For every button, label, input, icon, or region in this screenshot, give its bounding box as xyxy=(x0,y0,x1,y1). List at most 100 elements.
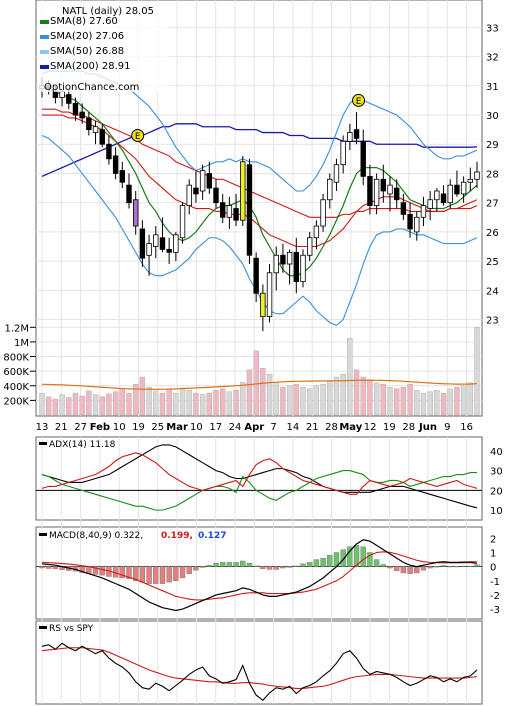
macd-histogram-bar xyxy=(133,566,139,581)
adx-panel-frame xyxy=(35,436,483,521)
price-tick-label: 26 xyxy=(486,228,499,239)
candle-body xyxy=(460,181,467,195)
volume-bar xyxy=(133,384,139,416)
macd-histogram-bar xyxy=(400,566,407,574)
macd-histogram-bar xyxy=(474,564,480,567)
macd-histogram-bar xyxy=(273,566,279,570)
candle-body xyxy=(266,272,273,318)
candle-body xyxy=(467,178,474,183)
volume-bar xyxy=(186,390,192,416)
volume-bar xyxy=(327,381,333,416)
macd-histogram-bar xyxy=(226,562,233,567)
macd-histogram-bar xyxy=(79,566,85,573)
macd-histogram-bar xyxy=(347,546,353,567)
volume-bar xyxy=(199,394,206,416)
x-tick-label: 10 xyxy=(113,422,126,433)
macd-histogram-bar xyxy=(240,560,246,567)
volume-bar xyxy=(159,392,166,416)
candle-body xyxy=(320,199,326,227)
macd-histogram-bar xyxy=(119,566,125,579)
candle-body xyxy=(106,143,112,160)
adx-tick-label: 30 xyxy=(490,467,503,478)
volume-bar xyxy=(460,385,467,416)
x-tick-label: 25 xyxy=(151,422,164,433)
macd-value-blue: 0.127 xyxy=(198,531,226,541)
volume-tick-label: 800K xyxy=(3,353,29,364)
candle-body xyxy=(440,193,447,204)
candle-body xyxy=(347,132,353,142)
macd-histogram-bar xyxy=(300,563,306,567)
candle-body xyxy=(407,213,413,230)
macd-histogram-bar xyxy=(153,566,159,584)
volume-bar xyxy=(52,398,59,416)
macd-histogram-bar xyxy=(327,555,333,567)
candle-body xyxy=(380,178,387,192)
volume-bar xyxy=(414,390,420,416)
macd-histogram-bar xyxy=(213,562,219,567)
volume-bar xyxy=(427,391,433,416)
earnings-marker-label: E xyxy=(356,97,362,107)
candle-body xyxy=(360,140,366,177)
volume-bar xyxy=(347,338,353,416)
volume-bar xyxy=(193,392,199,416)
volume-bar xyxy=(394,388,400,416)
rs-line xyxy=(41,642,478,702)
rs-panel-title: RS vs SPY xyxy=(39,624,94,634)
candle-body xyxy=(153,234,159,247)
candle-body xyxy=(112,155,119,174)
macd-histogram-bar xyxy=(293,565,299,567)
macd-histogram-bar xyxy=(360,546,366,567)
volume-bar xyxy=(307,388,313,416)
candle-body xyxy=(273,254,279,274)
legend-box xyxy=(38,2,168,92)
volume-bar xyxy=(66,397,72,416)
plus-di-line xyxy=(41,470,477,511)
volume-bar xyxy=(434,390,440,416)
volume-bar xyxy=(293,384,299,416)
volume-bar xyxy=(447,388,453,416)
sma200-line xyxy=(41,123,478,177)
macd-histogram-bar xyxy=(266,566,273,570)
volume-bar xyxy=(474,327,480,416)
candle-body xyxy=(286,251,293,265)
volume-bar xyxy=(286,385,293,416)
adx-series xyxy=(36,444,482,511)
price-tick-label: 32 xyxy=(486,53,499,64)
volume-bar xyxy=(226,391,233,416)
macd-histogram-bar xyxy=(467,565,473,568)
volume-bar xyxy=(420,392,427,416)
candle-body xyxy=(79,111,85,119)
candle-body xyxy=(132,199,139,227)
volume-bar xyxy=(79,395,85,416)
volume-tick-label: 400K xyxy=(3,382,29,393)
macd-histogram-bar xyxy=(454,566,460,568)
x-tick-label: 19 xyxy=(132,422,145,433)
volume-bar xyxy=(126,392,132,416)
legend-label: SMA(8) 27.60 xyxy=(50,16,118,27)
volume-bar xyxy=(146,387,152,416)
legend-swatch xyxy=(40,65,49,69)
price-tick-label: 27 xyxy=(486,199,499,210)
volume-bar xyxy=(240,381,246,416)
volume-bar xyxy=(333,376,340,416)
x-tick-label: 27 xyxy=(74,422,87,433)
adx-tick-label: 20 xyxy=(490,486,503,497)
macd-histogram-bar xyxy=(313,559,320,567)
macd-histogram-bar xyxy=(460,565,467,568)
candle-body xyxy=(353,129,360,139)
macd-histogram-bar xyxy=(99,566,105,576)
macd-histogram-bar xyxy=(427,566,433,569)
price-series: EE xyxy=(39,70,480,332)
volume-bar xyxy=(260,368,266,416)
candle-body xyxy=(367,175,373,207)
candle-body xyxy=(92,126,99,133)
candle-body xyxy=(213,187,219,204)
macd-histogram-bar xyxy=(139,566,146,583)
macd-histogram-bar xyxy=(246,562,253,567)
legend-swatch xyxy=(40,35,49,39)
macd-tick-label: -3 xyxy=(490,605,500,616)
volume-bar xyxy=(300,387,306,416)
volume-bar xyxy=(106,393,112,416)
macd-histogram-bar xyxy=(253,565,259,567)
candle-body xyxy=(313,225,320,239)
